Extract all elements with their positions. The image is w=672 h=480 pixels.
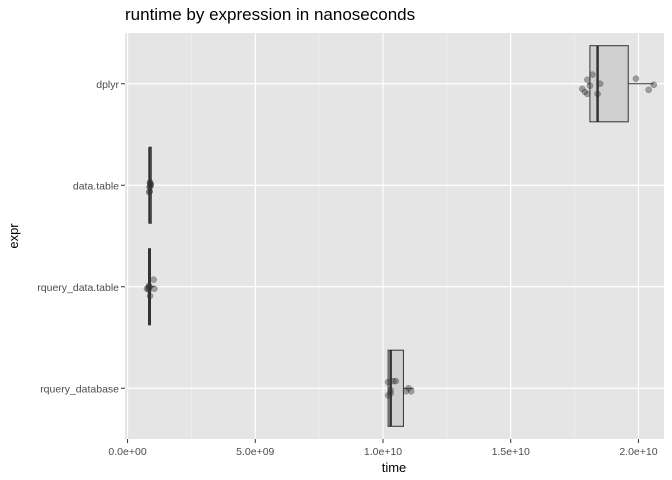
data-point [150,276,157,283]
data-point [584,90,591,98]
data-point [584,76,591,83]
data-point [389,377,397,385]
points-layer [143,71,658,399]
data-point [596,80,604,87]
y-axis-ticks: dplyr data.table rquery_data.table rquery_d… [37,79,125,395]
data-point [387,387,394,394]
data-point [392,377,400,385]
data-point [589,71,596,78]
data-point [146,188,154,195]
box-rquery_database [387,349,404,427]
data-point [384,392,392,399]
data-point [632,75,640,82]
chart-title: runtime by expression in nanoseconds [125,5,416,24]
data-point [151,285,158,293]
x-axis-ticks: 0.0e+00 5.0e+09 1.0e+10 1.5e+10 2.0e+10 [108,439,658,458]
data-point [594,90,601,98]
x-tick-label: 2.0e+10 [619,446,657,458]
y-axis-label: expr [6,223,21,249]
box-dplyr [589,45,629,123]
x-axis-label: time [382,460,407,475]
data-point [146,179,154,187]
data-point [650,81,658,89]
y-tick-label: rquery_database [40,383,119,395]
data-point [384,378,392,386]
data-point [405,385,412,392]
data-point [145,286,153,294]
data-point [586,82,594,90]
x-tick-label: 1.0e+10 [364,446,402,458]
y-tick-label: data.table [73,180,119,192]
x-tick-label: 5.0e+09 [236,446,274,458]
data-point [146,292,154,300]
data-point [645,86,652,94]
x-tick-label: 1.5e+10 [492,446,530,458]
y-tick-label: rquery_data.table [37,282,119,294]
y-tick-label: dplyr [96,79,119,91]
x-tick-label: 0.0e+00 [108,446,146,458]
data-point [581,88,589,96]
gridlines [125,33,664,439]
